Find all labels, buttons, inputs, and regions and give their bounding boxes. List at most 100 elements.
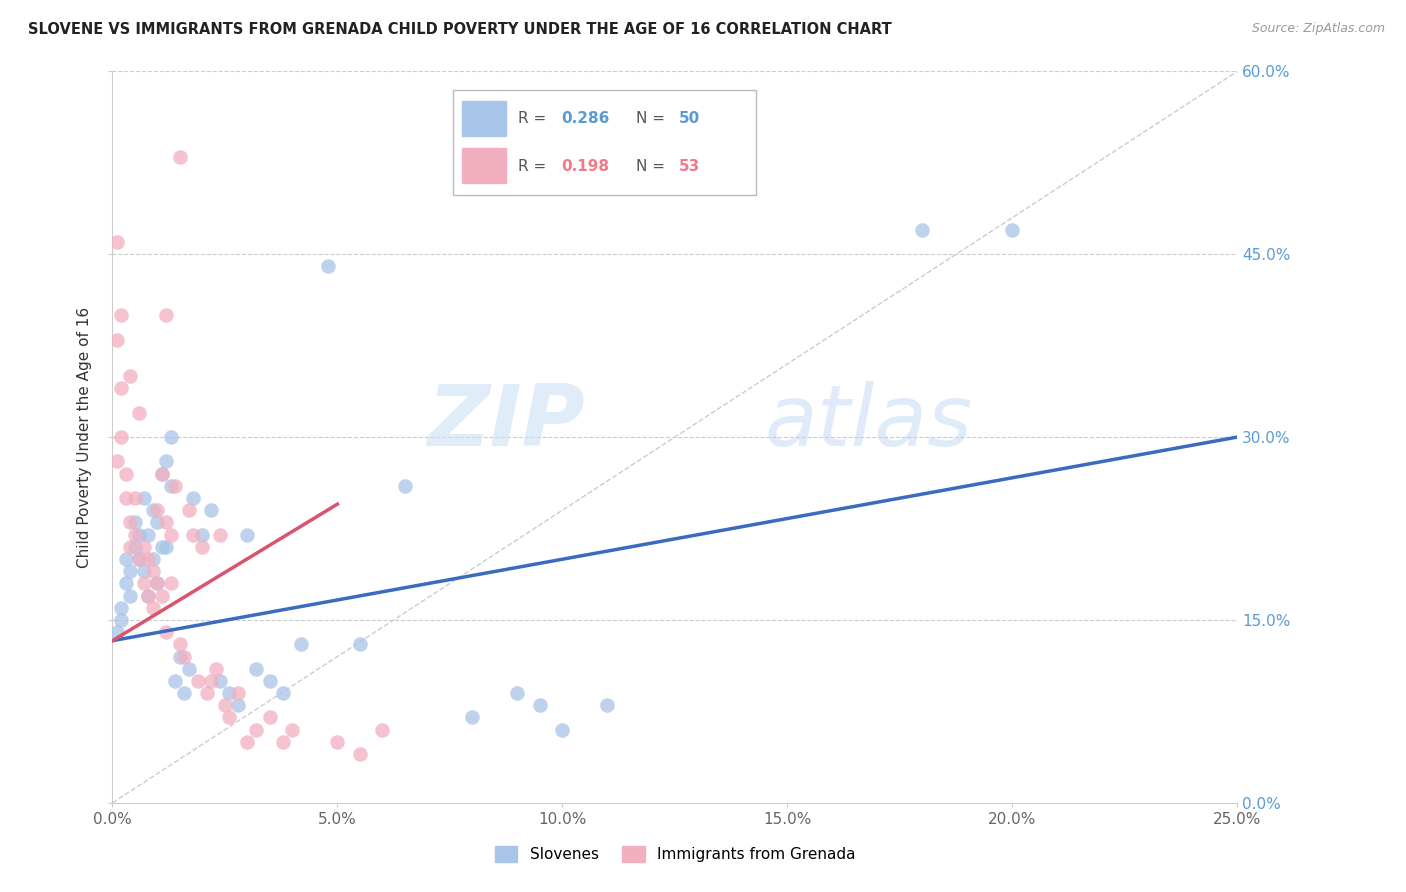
Point: [155, 625, 177, 640]
Point: [115, 491, 138, 505]
Point: [177, 662, 200, 676]
Point: [187, 673, 209, 688]
Point: [138, 589, 160, 603]
Point: [290, 637, 312, 651]
Point: [529, 698, 551, 713]
Text: R =: R =: [517, 111, 551, 126]
Point: [146, 516, 169, 530]
Point: [218, 710, 240, 724]
Point: [105, 333, 128, 347]
Point: [105, 235, 128, 249]
Text: 0.286: 0.286: [561, 111, 610, 126]
Point: [209, 527, 232, 541]
Point: [146, 576, 169, 591]
Point: [318, 260, 340, 274]
Point: [160, 527, 183, 541]
Point: [160, 479, 183, 493]
Point: [146, 503, 169, 517]
Point: [506, 686, 529, 700]
Point: [200, 673, 222, 688]
Point: [218, 686, 240, 700]
Point: [128, 406, 150, 420]
Point: [200, 503, 222, 517]
Point: [205, 662, 228, 676]
Point: [142, 552, 165, 566]
Point: [120, 516, 142, 530]
Point: [596, 698, 619, 713]
Bar: [463, 101, 506, 136]
Point: [169, 649, 191, 664]
Point: [173, 686, 195, 700]
Point: [1001, 223, 1024, 237]
Text: atlas: atlas: [765, 381, 973, 464]
Point: [228, 698, 250, 713]
Point: [132, 540, 155, 554]
Y-axis label: Child Poverty Under the Age of 16: Child Poverty Under the Age of 16: [77, 307, 93, 567]
Point: [281, 723, 304, 737]
Point: [110, 600, 132, 615]
Text: N =: N =: [636, 111, 669, 126]
Point: [124, 540, 146, 554]
Point: [128, 527, 150, 541]
FancyBboxPatch shape: [453, 90, 756, 195]
Point: [124, 491, 146, 505]
Point: [165, 673, 187, 688]
Point: [259, 710, 281, 724]
Point: [155, 308, 177, 322]
Point: [132, 576, 155, 591]
Point: [551, 723, 574, 737]
Point: [160, 576, 183, 591]
Point: [173, 649, 195, 664]
Point: [115, 552, 138, 566]
Point: [160, 430, 183, 444]
Text: 0.198: 0.198: [561, 159, 609, 174]
Point: [273, 735, 295, 749]
Point: [155, 540, 177, 554]
Point: [183, 491, 205, 505]
Point: [195, 686, 218, 700]
Point: [394, 479, 416, 493]
Point: [150, 467, 173, 481]
Point: [142, 564, 165, 578]
Text: 53: 53: [679, 159, 700, 174]
Point: [110, 308, 132, 322]
Point: [124, 527, 146, 541]
Point: [115, 467, 138, 481]
Point: [209, 673, 232, 688]
Point: [138, 552, 160, 566]
Text: SLOVENE VS IMMIGRANTS FROM GRENADA CHILD POVERTY UNDER THE AGE OF 16 CORRELATION: SLOVENE VS IMMIGRANTS FROM GRENADA CHILD…: [28, 22, 891, 37]
Point: [191, 540, 214, 554]
Text: 50: 50: [679, 111, 700, 126]
Point: [110, 381, 132, 395]
Point: [183, 527, 205, 541]
Point: [110, 430, 132, 444]
Point: [349, 747, 371, 761]
Point: [177, 503, 200, 517]
Point: [120, 589, 142, 603]
Point: [132, 564, 155, 578]
Point: [120, 564, 142, 578]
Point: [228, 686, 250, 700]
Point: [132, 491, 155, 505]
Text: Source: ZipAtlas.com: Source: ZipAtlas.com: [1251, 22, 1385, 36]
Point: [273, 686, 295, 700]
Point: [115, 576, 138, 591]
Point: [191, 527, 214, 541]
Point: [165, 479, 187, 493]
Point: [110, 613, 132, 627]
Point: [245, 662, 267, 676]
Point: [169, 637, 191, 651]
Point: [120, 369, 142, 384]
Point: [214, 698, 236, 713]
Point: [371, 723, 394, 737]
Point: [120, 540, 142, 554]
Legend: Slovenes, Immigrants from Grenada: Slovenes, Immigrants from Grenada: [488, 840, 862, 868]
Point: [105, 625, 128, 640]
Point: [142, 503, 165, 517]
Point: [245, 723, 267, 737]
Point: [150, 467, 173, 481]
Point: [155, 516, 177, 530]
Point: [138, 589, 160, 603]
Point: [326, 735, 349, 749]
Point: [124, 516, 146, 530]
